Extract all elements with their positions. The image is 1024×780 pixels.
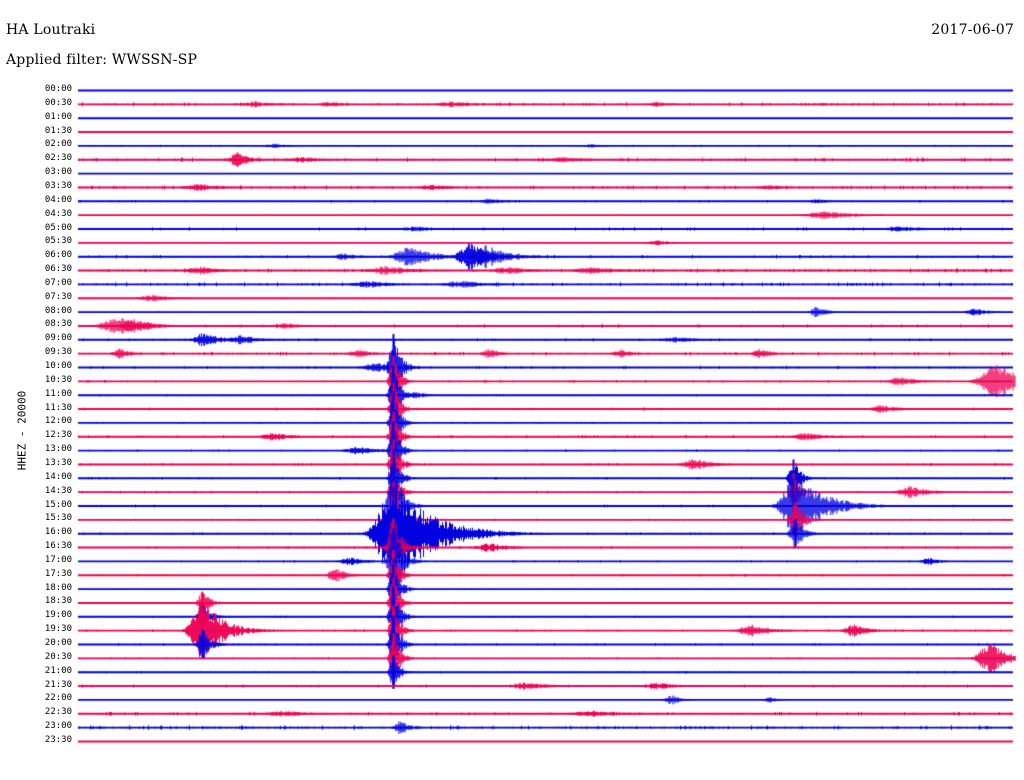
helicorder-plot: HA Loutraki Applied filter: WWSSN-SP 201… [0,0,1024,780]
seismogram-traces [0,0,1024,780]
